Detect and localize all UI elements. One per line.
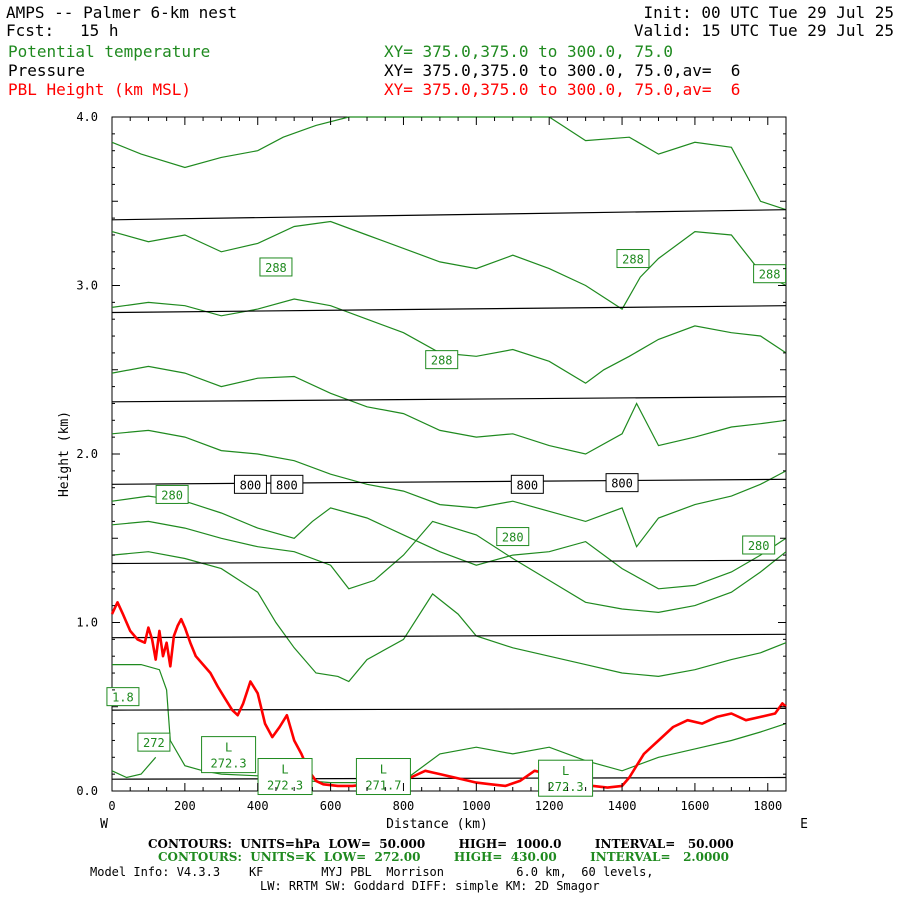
x-tick-label: 200 [174,799,196,813]
pressure-label-3: 800 [605,473,639,493]
x-tick-label: 600 [320,799,342,813]
low-label-0: L 272.3 [201,736,257,774]
isentrope-line-5 [111,495,787,590]
theta-label-7-text: 272 [143,736,165,750]
pressure-label-0-text: 800 [240,478,262,492]
theta-label-2: 288 [616,249,650,269]
pressure-label-2: 800 [510,474,544,494]
y-axis-label: Height (km) [57,411,72,497]
east-end-label: E [800,817,808,832]
theta-label-1-text: 288 [431,354,453,368]
isobar-line-7 [111,209,787,221]
x-tick-label: 1000 [462,799,491,813]
y-tick-label: 2.0 [76,447,98,461]
theta-label-4: 280 [155,484,189,504]
x-tick-label: 400 [247,799,269,813]
low-label-1: L 272.3 [257,758,313,796]
theta-label-5-text: 280 [502,531,524,545]
theta-label-2-text: 288 [622,253,644,267]
x-tick-label: 0 [108,799,115,813]
isentrope-line-4 [111,429,787,548]
model-info-physics: LW: RRTM SW: Goddard DIFF: simple KM: 2D… [260,879,600,893]
theta-label-0-text: 288 [265,261,287,275]
low-label-value-3: 272.3 [548,780,584,794]
isobar-line-5 [111,396,787,403]
contour-labels: 800 800 800 800 288 288 288 288 280 280 280 272 1.8 L… [106,249,787,797]
isentrope-line-6 [111,520,787,614]
theta-label-8-text: 1.8 [112,691,134,705]
isobar-line-6 [111,305,787,314]
low-label-value-0: 272.3 [211,757,247,771]
low-label-letter-2: L [380,763,387,777]
isobar-lines [111,209,787,780]
pressure-label-3-text: 800 [611,477,633,491]
x-tick-label: 800 [393,799,415,813]
isobar-line-4 [111,478,787,485]
theta-label-3-text: 288 [759,268,781,282]
pressure-label-1-text: 800 [276,478,298,492]
low-label-letter-3: L [562,764,569,778]
pressure-label-0: 800 [233,474,267,494]
isentrope-lines [111,116,787,784]
isobar-line-0 [111,776,787,780]
isentrope-line-7 [111,551,787,683]
isentrope-line-9 [111,756,157,779]
field-pressure-xy: XY= 375.0,375.0 to 300.0, 75.0,av= 6 [384,61,741,80]
low-label-value-2: 271.7 [365,779,401,793]
theta-label-8: 1.8 [106,687,140,707]
west-end-label: W [100,817,108,832]
y-tick-label: 1.0 [76,616,98,630]
isentrope-line-1 [111,220,787,310]
field-pbl-name: PBL Height (km MSL) [8,80,192,99]
theta-label-5: 280 [496,527,530,547]
field-pressure-name: Pressure [8,61,86,80]
theta-label-1: 288 [425,350,459,370]
theta-label-4-text: 280 [161,488,183,502]
theta-contour-info: CONTOURS: UNITS=K LOW= 272.00 HIGH= 430.… [158,850,729,864]
field-pbl-xy: XY= 375.0,375.0 to 300.0, 75.0,av= 6 [384,80,741,99]
theta-label-0: 288 [259,257,293,277]
low-label-2: L 271.7 [355,758,411,796]
forecast-hour-label: Fcst: [6,21,55,40]
low-label-letter-0: L [225,741,232,755]
y-tick-label: 3.0 [76,279,98,293]
pressure-contour-info: CONTOURS: UNITS=hPa LOW= 50.000 HIGH= 10… [148,837,734,851]
pressure-label-2-text: 800 [516,478,538,492]
theta-label-3: 288 [753,264,787,284]
x-axis-label: Distance (km) [386,817,488,832]
isentrope-line-2 [111,298,787,384]
x-tick-label: 1800 [753,799,782,813]
init-time: Init: 00 UTC Tue 29 Jul 25 [643,3,894,22]
chart-title: AMPS -- Palmer 6-km nest [6,3,238,22]
field-theta-xy: XY= 375.0,375.0 to 300.0, 75.0 [384,42,673,61]
isobar-line-1 [111,707,787,711]
low-label-value-1: 272.3 [267,779,303,793]
isobar-line-2 [111,633,787,639]
theta-label-6-text: 280 [748,539,770,553]
theta-label-6: 280 [742,535,776,555]
isentrope-line-0 [111,116,787,211]
x-tick-label: 1400 [608,799,637,813]
x-tick-label: 1600 [680,799,709,813]
x-tick-label: 1200 [535,799,564,813]
valid-time: Valid: 15 UTC Tue 29 Jul 25 [633,21,894,40]
pressure-label-1: 800 [270,474,304,494]
axes: 0 200 400 600 800 1000 1200 1400 1600 1800 0.0 1.0 2… [57,110,808,832]
y-tick-label: 0.0 [76,784,98,798]
low-label-3: L 272.3 [538,759,594,797]
field-theta-name: Potential temperature [8,42,211,61]
y-tick-label: 4.0 [76,110,98,124]
isentrope-line-3 [111,365,787,455]
model-info: Model Info: V4.3.3 KF MYJ PBL Morrison 6… [90,865,654,879]
isobar-line-3 [111,559,787,565]
low-label-letter-1: L [281,763,288,777]
forecast-hour-value: 15 h [80,21,119,40]
theta-label-7: 272 [137,732,171,752]
